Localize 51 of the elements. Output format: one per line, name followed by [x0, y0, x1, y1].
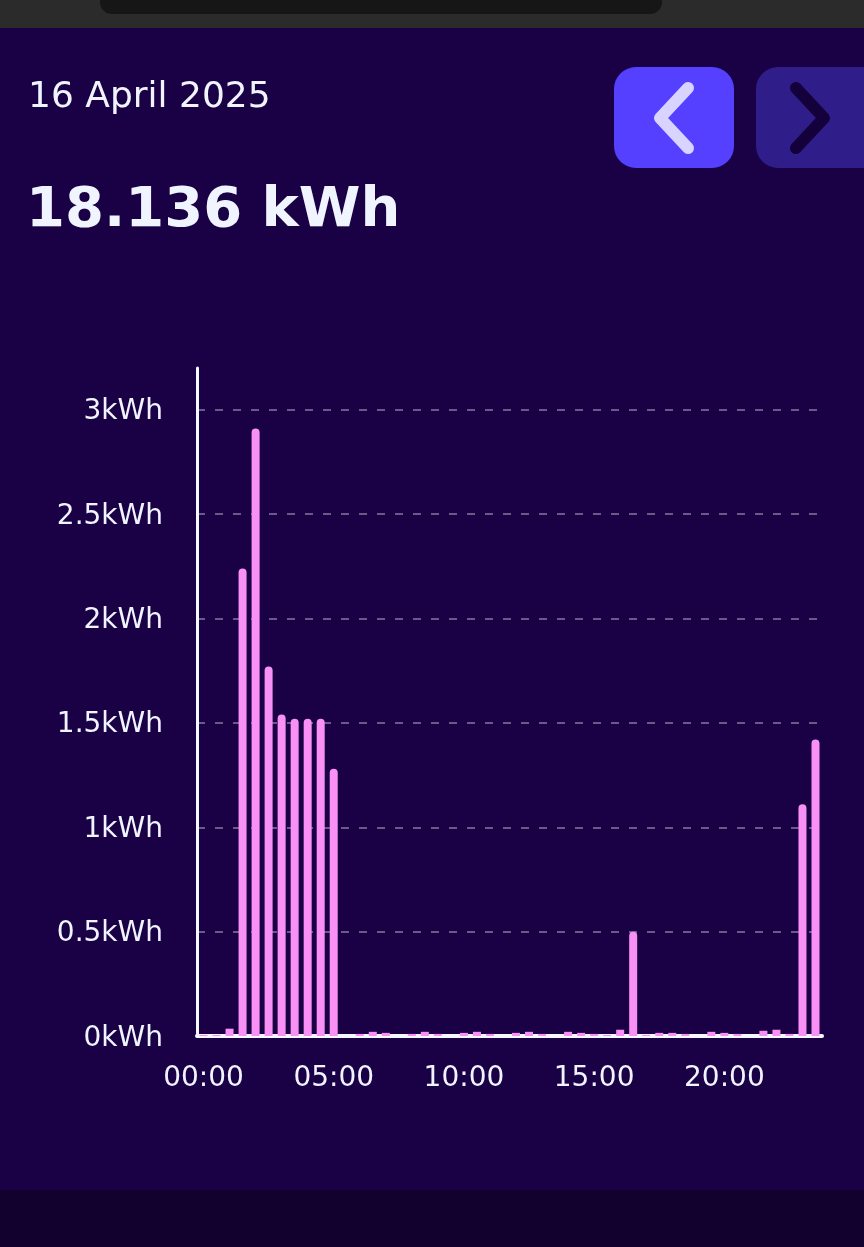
bar [707, 1031, 716, 1036]
bar [668, 1032, 677, 1036]
y-tick-label: 2kWh [83, 602, 163, 635]
bar [316, 718, 325, 1036]
bar [629, 931, 638, 1036]
bar [407, 1033, 416, 1036]
x-tick-label: 15:00 [553, 1059, 635, 1093]
bar [368, 1031, 377, 1036]
bar [420, 1031, 429, 1036]
bar [811, 739, 820, 1036]
y-tick-label: 1kWh [83, 810, 163, 844]
bar [590, 1033, 599, 1036]
chart-subtitle: 18.136 kWh [26, 174, 401, 239]
x-tick-label: 05:00 [293, 1059, 375, 1093]
bar [538, 1033, 547, 1036]
bar [225, 1028, 234, 1036]
y-tick-label: 0.5kWh [56, 915, 163, 949]
bar [785, 1033, 794, 1036]
bar [485, 1033, 494, 1036]
bar [772, 1029, 781, 1036]
y-tick-label: 0kWh [83, 1019, 163, 1053]
bar [277, 714, 286, 1036]
bar [577, 1032, 586, 1036]
x-tick-label: 10:00 [423, 1059, 505, 1093]
bar [525, 1031, 534, 1036]
bar [329, 768, 338, 1036]
x-tick-label: 00:00 [163, 1059, 244, 1093]
bar [355, 1033, 364, 1036]
bar [616, 1029, 625, 1036]
bar [720, 1032, 729, 1036]
bar [251, 428, 260, 1036]
bar [512, 1032, 521, 1036]
bar [238, 568, 247, 1036]
bar [733, 1033, 742, 1036]
bar [381, 1032, 390, 1036]
bar [564, 1031, 573, 1036]
x-tick-label: 20:00 [683, 1059, 765, 1093]
y-tick-label: 2.5kWh [56, 497, 163, 531]
bar [681, 1033, 690, 1036]
bar [303, 718, 312, 1036]
y-tick-label: 1.5kWh [56, 706, 163, 740]
bar [655, 1032, 664, 1036]
bar [798, 804, 807, 1036]
bar [459, 1032, 468, 1036]
bar [290, 718, 299, 1036]
bar [472, 1031, 481, 1036]
chart-title: 16 April 2025 [28, 74, 271, 115]
bar [759, 1030, 768, 1036]
bar [433, 1033, 442, 1036]
bar [264, 666, 273, 1036]
y-tick-label: 3kWh [83, 393, 163, 427]
